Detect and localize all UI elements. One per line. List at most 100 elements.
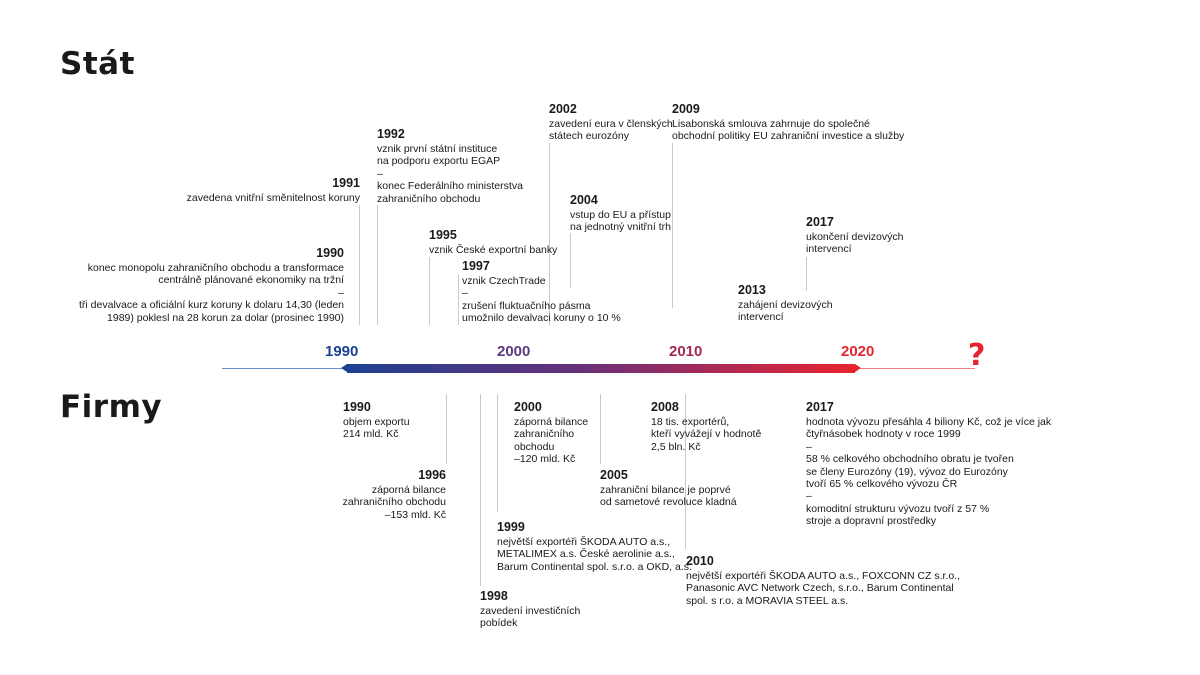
event-year: 1996 (418, 468, 446, 482)
connector-line (549, 143, 550, 325)
event-line: zavedena vnitřní směnitelnost koruny (186, 192, 360, 204)
event-line: zrušení fluktuačního pásma (462, 299, 591, 312)
event-line: stroje a dopravní prostředky (806, 515, 937, 528)
timeline-axis-bar (347, 364, 855, 373)
firmy-event-1998: 1998 zavedení investičních pobídek (480, 589, 580, 630)
event-year: 1992 (377, 127, 405, 141)
stat-event-2013: 2013 zahájení devizových intervencí (738, 283, 833, 324)
connector-line (377, 205, 378, 325)
event-line: konec monopolu zahraničního obchodu a tr… (87, 262, 344, 274)
event-line: tvoří 65 % celkového vývozu ČR (806, 478, 958, 491)
event-year: 1999 (497, 520, 525, 534)
event-line: největší exportéři ŠKODA AUTO a.s., FOXC… (686, 570, 961, 582)
event-line: objem exportu (343, 416, 410, 428)
connector-line (806, 257, 807, 291)
event-line: na jednotný vnitřní trh (570, 221, 671, 234)
event-line: záporná bilance (371, 484, 446, 496)
connector-line (672, 143, 673, 308)
event-year: 1991 (332, 176, 360, 190)
axis-cap-left (341, 364, 347, 372)
event-year: 2017 (806, 400, 834, 414)
event-line: intervencí (806, 243, 852, 256)
axis-cap-right (855, 364, 861, 372)
firmy-event-2000: 2000 záporná bilance zahraničního obchod… (514, 400, 588, 466)
event-year: 1990 (316, 246, 344, 260)
event-line: kteří vyvážejí v hodnotě (651, 428, 762, 441)
stat-event-2009: 2009 Lisabonská smlouva zahrnuje do spol… (672, 102, 904, 143)
event-line: spol. s r.o. a MORAVIA STEEL a.s. (686, 594, 849, 607)
decade-label-2020: 2020 (841, 343, 875, 360)
event-line: 18 tis. exportérů, (651, 416, 730, 428)
event-line: čtyřnásobek hodnoty v roce 1999 (806, 428, 961, 441)
event-line: – (806, 440, 812, 453)
event-line: zahájení devizových (738, 299, 833, 311)
event-line: na podporu exportu EGAP (377, 155, 501, 168)
stat-event-1995: 1995 vznik České exportní banky (429, 228, 557, 256)
connector-line (600, 394, 601, 464)
event-line: 214 mld. Kč (343, 428, 399, 441)
firmy-event-2010: 2010 největší exportéři ŠKODA AUTO a.s.,… (686, 554, 960, 607)
event-line: zavedení eura v členských (549, 118, 673, 130)
event-line: vstup do EU a přístup (570, 209, 671, 221)
connector-line (458, 274, 459, 325)
stat-event-1997: 1997 vznik CzechTrade – zrušení fluktuač… (462, 259, 621, 325)
stat-event-1992: 1992 vznik první státní instituce na pod… (377, 127, 523, 205)
event-line: METALIMEX a.s. České aerolinie a.s., (497, 548, 675, 561)
event-line: Barum Continental spol. s.r.o. a OKD, a.… (497, 560, 692, 573)
event-line: – (377, 167, 383, 180)
event-line: vznik první státní instituce (377, 143, 498, 155)
event-line: obchodní politiky EU zahraniční investic… (672, 130, 905, 143)
event-line: pobídek (480, 617, 518, 630)
event-line: od sametové revoluce kladná (600, 496, 737, 509)
event-year: 1997 (462, 259, 490, 273)
event-line: umožnilo devalvaci koruny o 10 % (462, 312, 621, 325)
event-line: obchodu (514, 440, 555, 453)
event-year: 2013 (738, 283, 766, 297)
event-year: 2010 (686, 554, 714, 568)
event-line: zahraničního obchodu (377, 192, 481, 205)
section-title-stat: Stát (60, 46, 135, 82)
event-year: 2009 (672, 102, 700, 116)
event-line: – (462, 287, 468, 300)
stat-event-2002: 2002 zavedení eura v členských státech e… (549, 102, 673, 143)
decade-label-2000: 2000 (497, 343, 531, 360)
connector-line (359, 205, 360, 325)
firmy-event-1996: 1996 záporná bilance zahraničního obchod… (343, 468, 446, 521)
event-year: 1990 (343, 400, 371, 414)
event-line: konec Federálního ministerstva (377, 180, 523, 193)
event-line: Panasonic AVC Network Czech, s.r.o., Bar… (686, 582, 954, 595)
event-year: 1995 (429, 228, 457, 242)
event-line: Lisabonská smlouva zahrnuje do společné (672, 118, 870, 130)
event-line: tři devalvace a oficiální kurz koruny k … (79, 299, 344, 312)
connector-line (480, 394, 481, 586)
event-year: 2008 (651, 400, 679, 414)
event-line: hodnota vývozu přesáhla 4 biliony Kč, co… (806, 416, 1052, 428)
event-year: 2002 (549, 102, 577, 116)
connector-line (446, 394, 447, 464)
connector-line (570, 233, 571, 288)
event-line: záporná bilance (514, 416, 589, 428)
future-question-mark: ? (968, 338, 986, 373)
event-line: centrálně plánované ekonomiky na tržní (158, 274, 344, 287)
event-line: 2,5 bln. Kč (651, 440, 701, 453)
firmy-event-2017: 2017 hodnota vývozu přesáhla 4 biliony K… (806, 400, 1051, 528)
event-line: ukončení devizových (806, 231, 904, 243)
stat-event-1991: 1991 zavedena vnitřní směnitelnost korun… (187, 176, 360, 204)
event-line: zavedení investičních (480, 605, 581, 617)
event-line: intervencí (738, 311, 784, 324)
axis-line-left (222, 368, 342, 369)
event-line: komoditní strukturu vývozu tvoří z 57 % (806, 502, 990, 515)
event-year: 2004 (570, 193, 598, 207)
event-line: –153 mld. Kč (384, 508, 446, 521)
decade-label-1990: 1990 (325, 343, 359, 360)
connector-line (497, 394, 498, 512)
event-line: zahraničního (514, 428, 575, 441)
event-line: 1989) poklesl na 28 korun za dolar (pros… (107, 311, 344, 324)
decade-label-2010: 2010 (669, 343, 703, 360)
firmy-event-1990: 1990 objem exportu 214 mld. Kč (343, 400, 410, 441)
event-line: –120 mld. Kč (514, 453, 576, 466)
connector-line (685, 394, 686, 549)
event-line: 58 % celkového obchodního obratu je tvoř… (806, 453, 1014, 466)
event-year: 1998 (480, 589, 508, 603)
axis-line-right (860, 368, 975, 369)
